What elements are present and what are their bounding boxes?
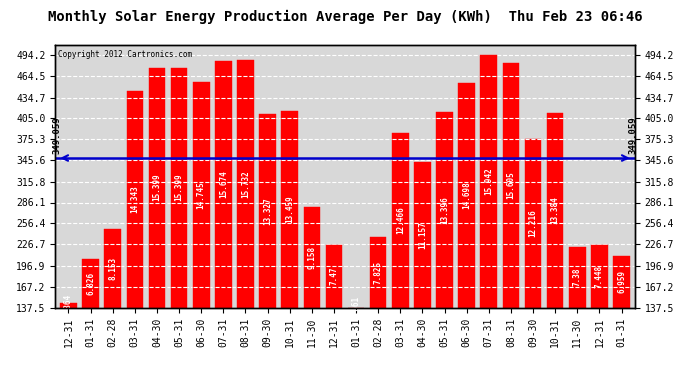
Text: 13.459: 13.459 (285, 195, 294, 223)
Bar (480, 56, 497, 308)
Text: 4.864: 4.864 (64, 294, 73, 317)
Text: 7.448: 7.448 (595, 265, 604, 288)
Text: 15.732: 15.732 (241, 170, 250, 198)
Text: 13.327: 13.327 (263, 197, 272, 225)
Bar (524, 139, 542, 308)
Text: 7.47: 7.47 (329, 267, 338, 285)
Text: Copyright 2012 Cartronics.com: Copyright 2012 Cartronics.com (58, 50, 193, 59)
Text: 14.698: 14.698 (462, 182, 471, 209)
Bar (126, 91, 143, 308)
Bar (569, 247, 586, 308)
Text: 7.825: 7.825 (374, 261, 383, 284)
Bar (502, 63, 519, 308)
Bar (193, 82, 210, 308)
Bar (370, 237, 386, 308)
Text: 6.959: 6.959 (617, 270, 626, 293)
Text: 14.343: 14.343 (130, 186, 139, 213)
Bar (171, 68, 188, 308)
Bar (104, 230, 121, 308)
Text: 12.216: 12.216 (529, 209, 538, 237)
Bar (148, 68, 166, 308)
Bar (82, 259, 99, 308)
Text: 7.38: 7.38 (573, 268, 582, 286)
Bar (436, 112, 453, 308)
Bar (304, 207, 320, 308)
Text: 4.661: 4.661 (352, 296, 361, 319)
Text: 13.396: 13.396 (440, 196, 449, 224)
Text: 8.153: 8.153 (108, 257, 117, 280)
Bar (392, 133, 408, 308)
Text: 14.745: 14.745 (197, 181, 206, 209)
Bar (237, 60, 254, 308)
Bar (547, 112, 564, 308)
Text: Monthly Solar Energy Production Average Per Day (KWh)  Thu Feb 23 06:46: Monthly Solar Energy Production Average … (48, 9, 642, 24)
Text: 349.059: 349.059 (53, 117, 62, 154)
Bar (259, 114, 276, 308)
Bar (282, 111, 298, 308)
Text: 349.059: 349.059 (628, 117, 637, 154)
Bar (591, 245, 608, 308)
Bar (60, 303, 77, 307)
Text: 6.826: 6.826 (86, 272, 95, 295)
Bar (215, 62, 232, 308)
Text: 12.466: 12.466 (396, 206, 405, 234)
Text: 11.157: 11.157 (418, 221, 427, 249)
Text: 15.399: 15.399 (175, 174, 184, 201)
Bar (326, 245, 342, 308)
Text: 9.158: 9.158 (307, 246, 316, 269)
Text: 15.605: 15.605 (506, 171, 515, 199)
Text: 13.384: 13.384 (551, 196, 560, 224)
Bar (414, 162, 431, 308)
Bar (613, 256, 630, 307)
Text: 15.674: 15.674 (219, 171, 228, 198)
Bar (458, 83, 475, 308)
Text: 15.399: 15.399 (152, 174, 161, 201)
Text: 15.942: 15.942 (484, 168, 493, 195)
